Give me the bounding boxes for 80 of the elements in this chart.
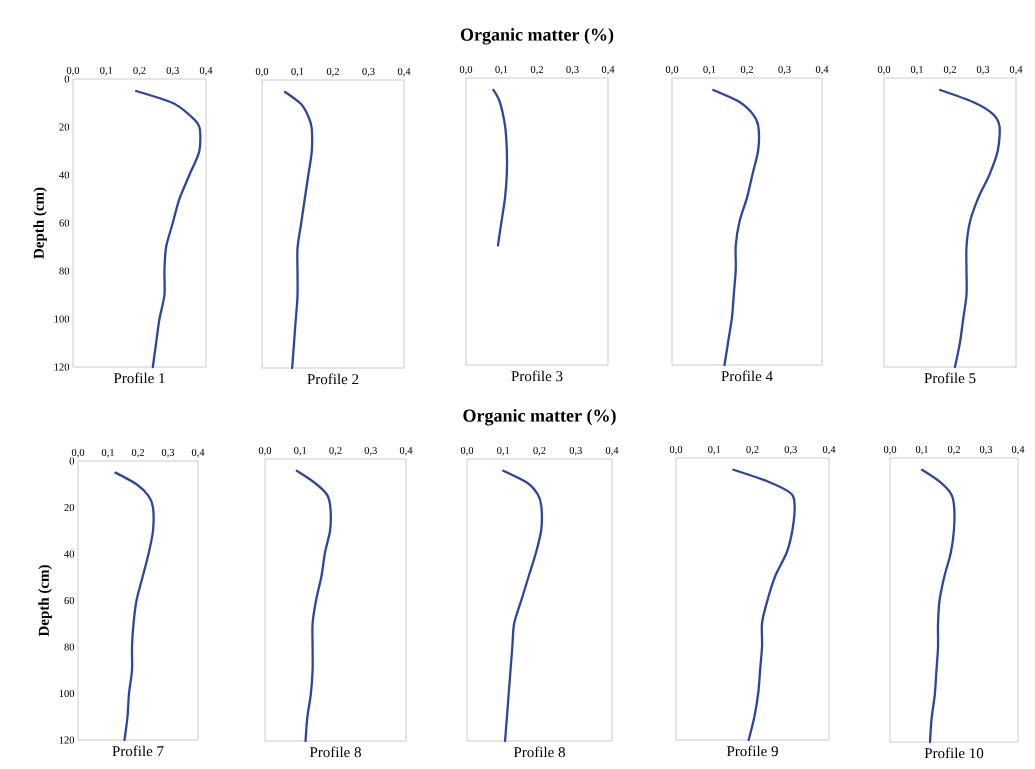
x-tick-label: 0,0 xyxy=(255,67,269,77)
x-tick-label: 0,3 xyxy=(778,65,791,75)
x-tick-label: 0,4 xyxy=(601,65,615,75)
y-tick-label: 100 xyxy=(59,689,75,698)
x-tick-label: 0,1 xyxy=(291,67,304,77)
x-axis-title: Profile 4 xyxy=(721,370,773,382)
x-tick-label: 0,1 xyxy=(915,445,928,455)
y-tick-label: 100 xyxy=(54,315,70,323)
x-tick-label: 0,2 xyxy=(329,446,342,456)
line-series xyxy=(135,89,202,369)
x-tick-label: 0,2 xyxy=(133,66,146,76)
x-tick-label: 0,4 xyxy=(191,448,205,458)
x-tick-label: 0,0 xyxy=(71,448,85,458)
x-tick-label: 0,4 xyxy=(397,67,411,77)
y-tick-label: 40 xyxy=(64,550,75,558)
x-axis-title: Profile 1 xyxy=(113,372,165,384)
y-tick-label: 120 xyxy=(54,363,70,371)
x-tick-label: 0,3 xyxy=(362,67,375,77)
x-tick-label: 0,4 xyxy=(399,446,413,456)
y-tick-label: 80 xyxy=(59,267,70,275)
x-tick-label: 0,2 xyxy=(943,65,956,75)
x-tick-label: 0,1 xyxy=(294,446,307,456)
x-axis-title: Profile 10 xyxy=(924,747,984,759)
x-tick-label: 0,4 xyxy=(815,65,829,75)
x-tick-label: 0,3 xyxy=(166,66,179,76)
chart-title: Organic matter (%) xyxy=(460,28,614,45)
x-tick-label: 0,2 xyxy=(740,65,753,75)
x-tick-label: 0,1 xyxy=(495,65,508,75)
x-tick-label: 0,0 xyxy=(66,66,80,76)
x-tick-label: 0,1 xyxy=(708,445,721,455)
x-tick-label: 0,2 xyxy=(131,448,144,458)
y-tick-label: 20 xyxy=(59,123,70,131)
x-axis-title: Profile 5 xyxy=(924,372,976,384)
y-tick-label: 80 xyxy=(64,643,75,651)
x-tick-label: 0,0 xyxy=(669,445,683,455)
x-tick-label: 0,4 xyxy=(199,66,213,76)
x-tick-label: 0,4 xyxy=(1009,65,1023,75)
y-tick-label: 60 xyxy=(64,596,75,605)
x-tick-label: 0,3 xyxy=(569,446,582,456)
x-tick-label: 0,0 xyxy=(877,65,891,75)
x-tick-label: 0,0 xyxy=(258,446,272,456)
y-axis-title: Depth (cm) xyxy=(33,187,47,259)
x-tick-label: 0,1 xyxy=(703,65,716,75)
x-tick-label: 0,4 xyxy=(822,445,836,455)
y-tick-label: 40 xyxy=(59,171,70,179)
x-axis-title: Profile 7 xyxy=(112,745,164,757)
chart-title: Organic matter (%) xyxy=(463,409,616,426)
line-series xyxy=(114,471,155,742)
x-axis-title: Profile 2 xyxy=(307,373,359,385)
x-tick-label: 0,3 xyxy=(784,445,797,455)
x-tick-label: 0,4 xyxy=(605,446,619,456)
y-tick-label: 60 xyxy=(59,219,70,227)
x-tick-label: 0,0 xyxy=(883,445,897,455)
x-tick-label: 0,1 xyxy=(101,448,114,458)
x-tick-label: 0,2 xyxy=(947,445,960,455)
x-tick-label: 0,2 xyxy=(326,67,339,77)
x-tick-label: 0,3 xyxy=(161,448,175,458)
y-tick-label: 20 xyxy=(64,503,75,512)
x-tick-label: 0,2 xyxy=(746,445,759,455)
y-axis-title: Depth (cm) xyxy=(38,565,52,637)
x-tick-label: 0,3 xyxy=(566,65,579,75)
x-tick-label: 0,4 xyxy=(1011,445,1025,455)
x-axis-title: Profile 3 xyxy=(511,370,563,382)
x-axis-title: Profile 9 xyxy=(726,745,778,757)
x-tick-label: 0,3 xyxy=(976,65,990,75)
x-tick-label: 0,1 xyxy=(910,65,923,75)
x-tick-label: 0,1 xyxy=(497,446,510,456)
x-tick-label: 0,2 xyxy=(533,446,546,456)
x-axis-title: Profile 8 xyxy=(309,746,361,758)
y-tick-label: 120 xyxy=(59,736,75,744)
x-tick-label: 0,1 xyxy=(100,66,113,76)
x-tick-label: 0,2 xyxy=(530,65,543,75)
x-tick-label: 0,0 xyxy=(459,65,473,75)
x-axis-title: Profile 8 xyxy=(513,746,565,758)
y-tick-label: 0 xyxy=(69,457,75,465)
y-tick-label: 0 xyxy=(64,75,70,83)
x-tick-label: 0,3 xyxy=(364,446,377,456)
x-tick-label: 0,3 xyxy=(979,445,993,455)
x-tick-label: 0,0 xyxy=(665,65,679,75)
x-tick-label: 0,0 xyxy=(460,446,474,456)
